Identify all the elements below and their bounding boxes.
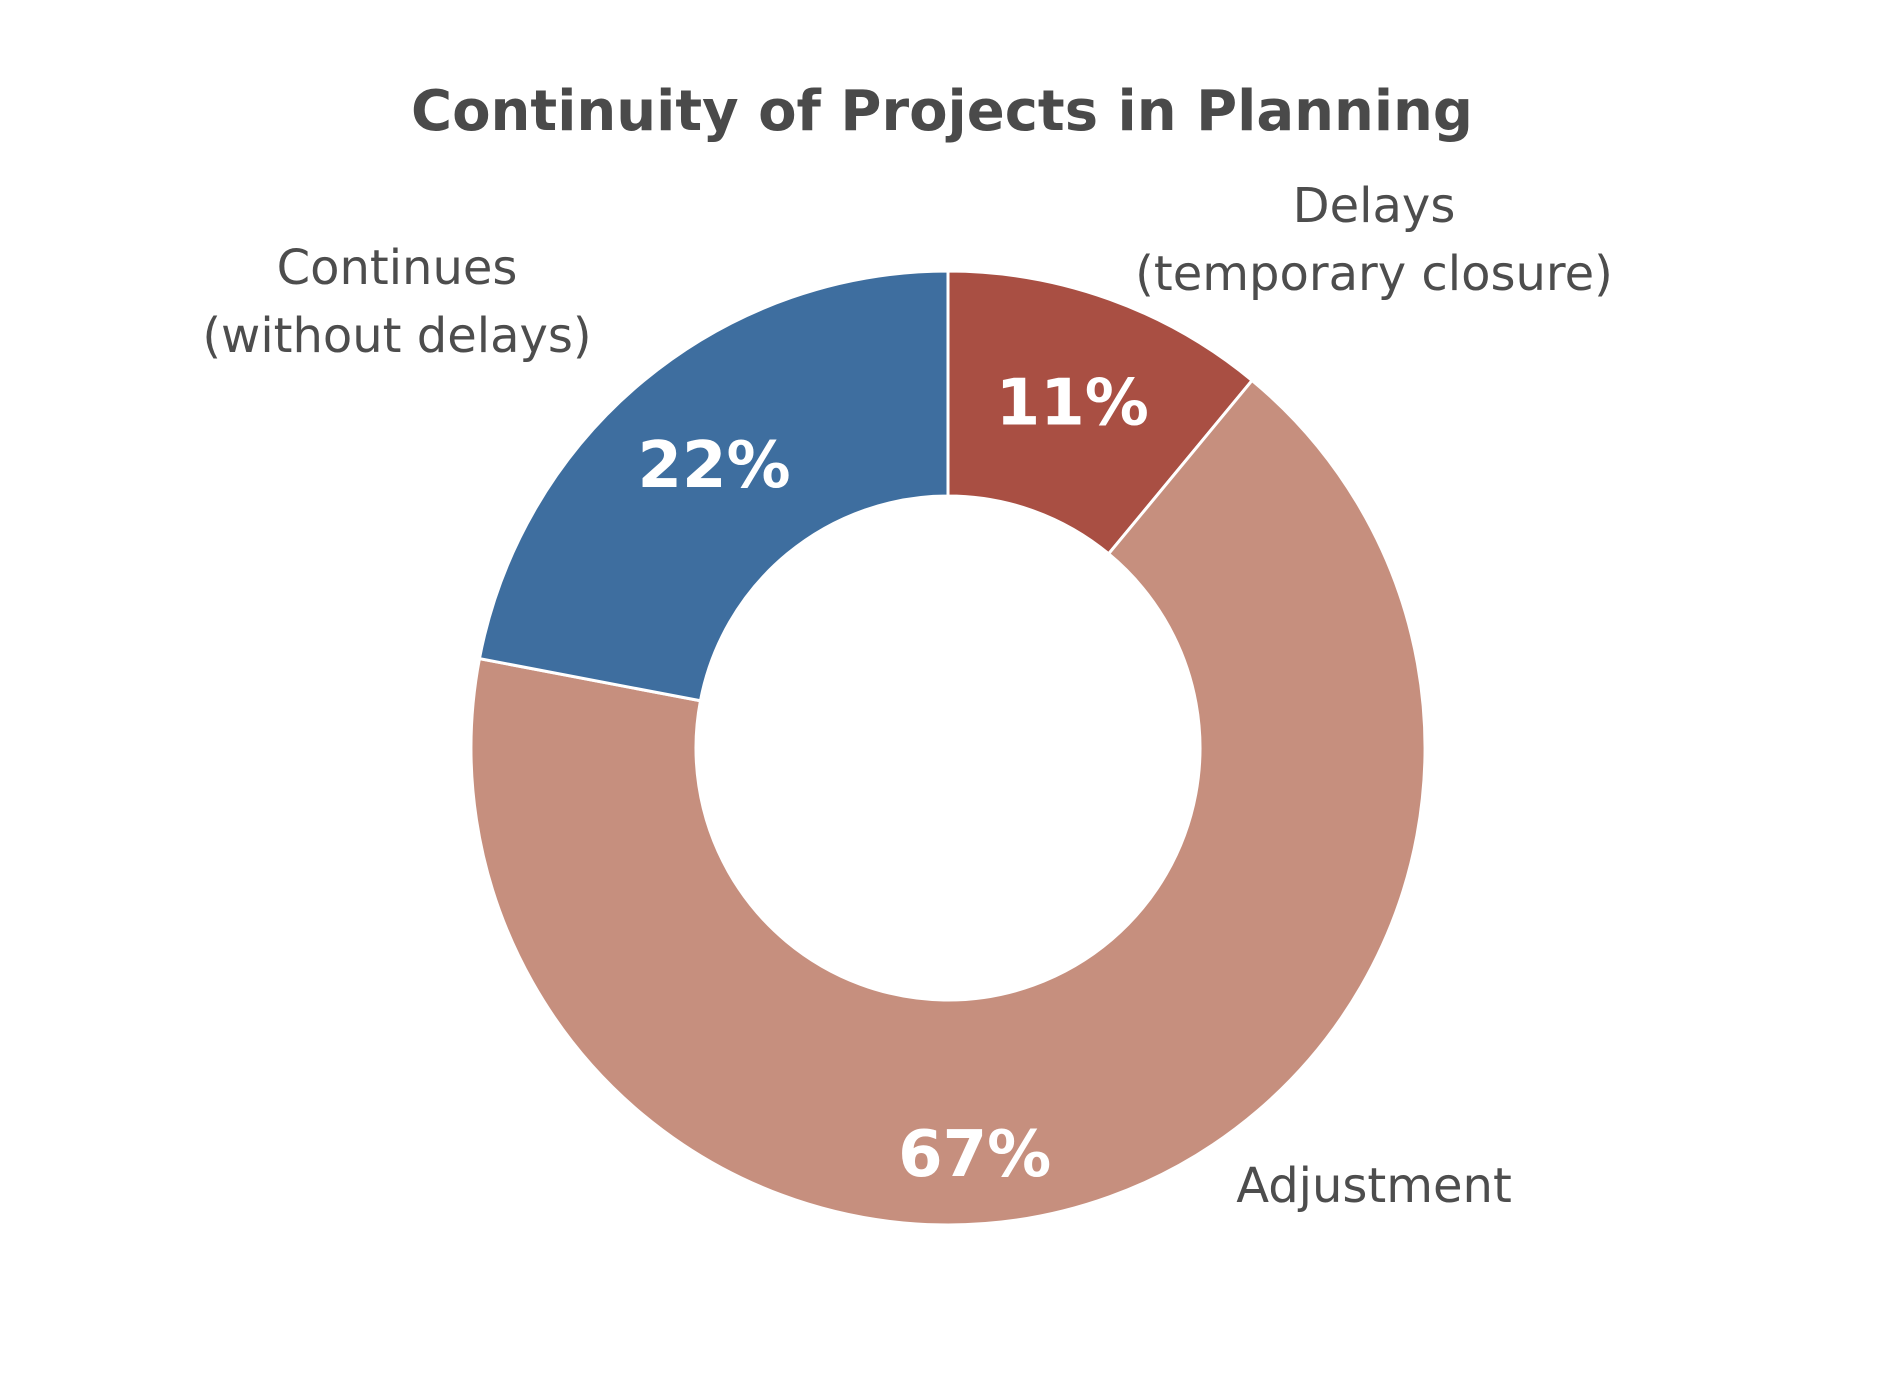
category-label-line: (without delays) [202,308,591,364]
category-label-line: Continues [277,240,518,296]
category-label-continues: Continues (without delays) [202,240,591,364]
percentage-labels: 11% 67% 22% [637,367,1148,1192]
category-labels: Delays (temporary closure) Adjustment Conti… [202,178,1613,1214]
value-label-continues: 22% [637,429,790,503]
slice-continues [477,269,950,703]
value-label-delays: 11% [996,367,1149,441]
category-label-delays: Delays (temporary closure) [1135,178,1613,302]
slice-adjustment [469,378,1427,1227]
category-label-adjustment: Adjustment [1236,1158,1512,1214]
donut-slices [469,269,1427,1227]
category-label-line: (temporary closure) [1135,246,1613,302]
slice-delays [946,269,1255,556]
category-label-line: Delays [1293,178,1456,234]
category-label-line: Adjustment [1236,1158,1512,1214]
value-label-adjustment: 67% [898,1118,1051,1192]
chart-title: Continuity of Projects in Planning [411,79,1473,144]
